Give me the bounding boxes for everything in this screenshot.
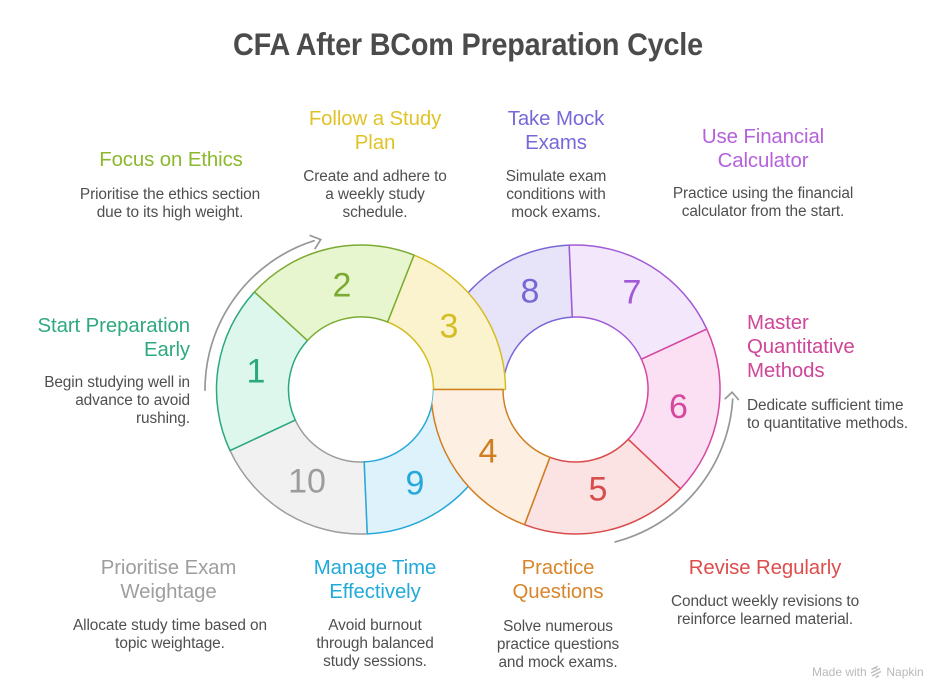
svg-text:6: 6	[669, 388, 688, 426]
svg-text:7: 7	[623, 274, 642, 312]
svg-text:9: 9	[406, 465, 425, 503]
svg-text:5: 5	[589, 471, 608, 509]
svg-text:4: 4	[479, 433, 498, 471]
svg-text:10: 10	[288, 463, 326, 501]
svg-text:2: 2	[333, 267, 352, 305]
svg-text:1: 1	[247, 353, 266, 391]
svg-text:8: 8	[521, 273, 540, 311]
svg-text:3: 3	[440, 308, 459, 346]
